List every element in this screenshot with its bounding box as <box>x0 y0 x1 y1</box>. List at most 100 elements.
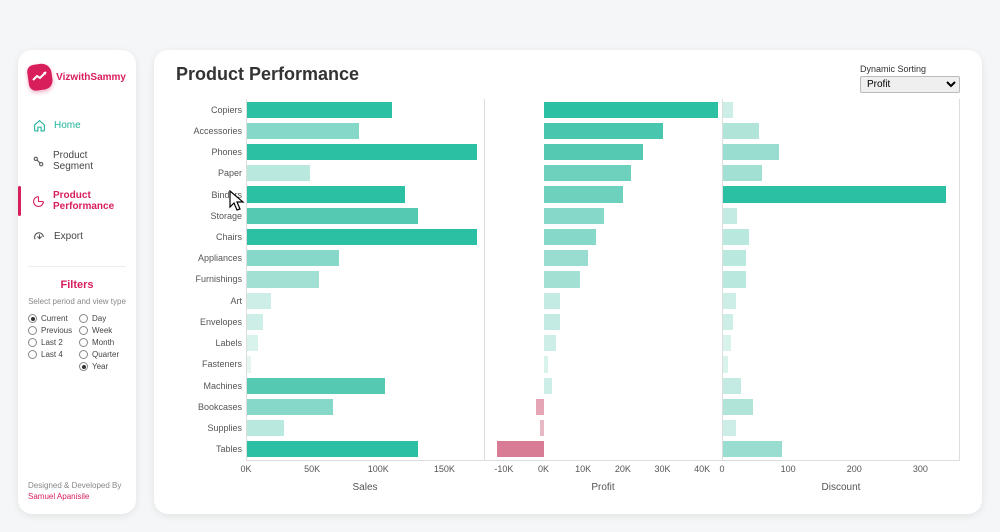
bar[interactable] <box>247 123 359 139</box>
x-tick: 0K <box>240 464 251 474</box>
filter-view[interactable]: Year <box>79 362 126 371</box>
bar-row <box>723 439 959 460</box>
bar[interactable] <box>544 165 631 181</box>
bar[interactable] <box>544 208 603 224</box>
bar[interactable] <box>544 123 663 139</box>
category-label: Copiers <box>176 99 246 120</box>
bar-row <box>485 311 722 332</box>
bar[interactable] <box>544 356 548 372</box>
radio-icon <box>79 338 88 347</box>
bar[interactable] <box>723 271 746 287</box>
filter-view[interactable]: Month <box>79 338 126 347</box>
bar[interactable] <box>723 208 737 224</box>
bar[interactable] <box>247 378 385 394</box>
bar-row <box>485 184 722 205</box>
bar-row <box>485 333 722 354</box>
bar[interactable] <box>723 144 779 160</box>
filter-label: Year <box>92 362 108 371</box>
filter-period[interactable] <box>28 362 75 371</box>
bar[interactable] <box>723 356 728 372</box>
bar[interactable] <box>723 165 762 181</box>
nav: Home Product Segment Product Performance… <box>28 112 126 250</box>
nav-product-segment[interactable]: Product Segment <box>28 143 126 179</box>
bar[interactable] <box>247 420 284 436</box>
bar[interactable] <box>247 165 310 181</box>
x-tick: 30K <box>654 464 670 474</box>
bar[interactable] <box>544 378 552 394</box>
bar[interactable] <box>247 441 418 457</box>
radio-icon <box>28 326 37 335</box>
bar[interactable] <box>544 186 623 202</box>
bar-row <box>247 141 484 162</box>
bar[interactable] <box>723 335 731 351</box>
bar[interactable] <box>247 293 271 309</box>
bar[interactable] <box>540 420 544 436</box>
x-tick: 200 <box>847 464 862 474</box>
filter-period[interactable]: Last 2 <box>28 338 75 347</box>
bar-row <box>723 99 959 120</box>
y-axis-labels: CopiersAccessoriesPhonesPaperBindersStor… <box>176 99 246 460</box>
bar[interactable] <box>247 208 418 224</box>
filter-period[interactable]: Previous <box>28 326 75 335</box>
sort-select[interactable]: Profit <box>860 76 960 93</box>
nav-product-performance[interactable]: Product Performance <box>28 183 126 219</box>
filter-label: Current <box>41 314 68 323</box>
bar[interactable] <box>723 420 736 436</box>
bar[interactable] <box>544 229 595 245</box>
bar[interactable] <box>723 123 759 139</box>
bar[interactable] <box>247 102 392 118</box>
xticks-sales: 0K50K100K150K <box>246 460 484 482</box>
radio-icon <box>28 314 37 323</box>
nav-home[interactable]: Home <box>28 112 126 139</box>
bar[interactable] <box>723 293 736 309</box>
bar[interactable] <box>544 293 560 309</box>
radio-icon <box>79 350 88 359</box>
bar[interactable] <box>723 250 746 266</box>
credit-name: Samuel Apanisile <box>28 492 126 502</box>
logo: VizwithSammy <box>28 64 126 90</box>
page-title: Product Performance <box>176 64 359 85</box>
filter-period[interactable]: Last 4 <box>28 350 75 359</box>
sort-label: Dynamic Sorting <box>860 64 926 74</box>
bar[interactable] <box>536 399 544 415</box>
bar[interactable] <box>544 250 587 266</box>
bar[interactable] <box>247 335 258 351</box>
bar[interactable] <box>723 399 753 415</box>
bar-row <box>723 290 959 311</box>
bar[interactable] <box>247 314 263 330</box>
bar[interactable] <box>544 271 580 287</box>
bar[interactable] <box>723 314 733 330</box>
x-tick: 300 <box>913 464 928 474</box>
bar[interactable] <box>247 229 477 245</box>
bar[interactable] <box>544 102 718 118</box>
bar[interactable] <box>723 186 946 202</box>
bar[interactable] <box>247 144 477 160</box>
category-label: Envelopes <box>176 311 246 332</box>
filter-period[interactable]: Current <box>28 314 75 323</box>
bar[interactable] <box>544 314 560 330</box>
nav-export[interactable]: Export <box>28 223 126 250</box>
bar[interactable] <box>247 356 251 372</box>
logo-text: VizwithSammy <box>56 72 126 83</box>
bar-row <box>485 354 722 375</box>
filter-view[interactable]: Day <box>79 314 126 323</box>
bar[interactable] <box>723 102 733 118</box>
bar[interactable] <box>544 144 643 160</box>
bar[interactable] <box>723 229 749 245</box>
filters-title: Filters <box>28 266 126 291</box>
bar[interactable] <box>497 441 544 457</box>
bar[interactable] <box>544 335 556 351</box>
bar[interactable] <box>723 441 782 457</box>
credit: Designed & Developed By Samuel Apanisile <box>28 481 126 502</box>
filter-view[interactable]: Week <box>79 326 126 335</box>
bar[interactable] <box>247 271 319 287</box>
bar[interactable] <box>247 186 405 202</box>
radio-icon <box>28 350 37 359</box>
bar[interactable] <box>247 399 333 415</box>
radio-icon <box>28 338 37 347</box>
bar[interactable] <box>247 250 339 266</box>
bar-row <box>723 205 959 226</box>
bar[interactable] <box>723 378 741 394</box>
filter-view[interactable]: Quarter <box>79 350 126 359</box>
xlabel-sales: Sales <box>246 482 484 496</box>
